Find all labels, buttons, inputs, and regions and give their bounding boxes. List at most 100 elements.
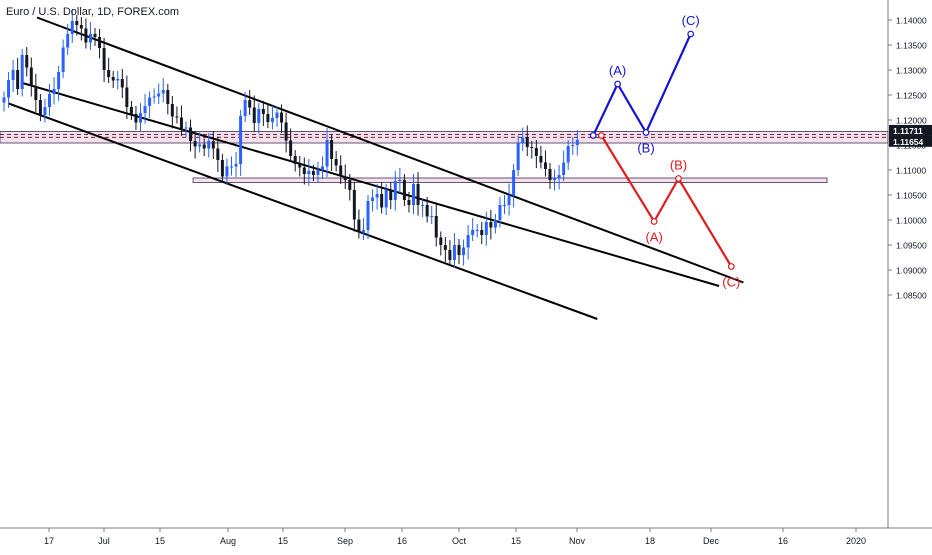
chart-title: Euro / U.S. Dollar, 1D, FOREX.com	[6, 6, 179, 18]
candle-body	[439, 237, 443, 245]
candle-body	[366, 201, 370, 230]
candle-body	[2, 97, 6, 103]
bear-wave-label: (A)	[645, 230, 662, 245]
candle-body	[120, 79, 124, 88]
candle-body	[211, 141, 215, 149]
candle-body	[407, 200, 411, 205]
candle-body	[507, 195, 511, 205]
bear-wave-label: (B)	[670, 158, 687, 173]
bull-point	[642, 129, 650, 136]
candle-body	[34, 86, 38, 100]
candle-body	[38, 100, 42, 115]
bear-path	[600, 134, 733, 268]
candle-body	[534, 148, 538, 156]
x-tick-label: 2020	[846, 536, 866, 546]
candle-body	[11, 70, 15, 80]
y-tick-label: 1.10000	[896, 216, 927, 226]
candle-body	[79, 25, 83, 29]
candle-body	[225, 166, 229, 177]
candle-body	[152, 96, 156, 98]
x-tick-label: Dec	[703, 536, 720, 546]
candle-body	[525, 137, 529, 147]
candle-body	[575, 140, 579, 145]
x-tick-label: Sep	[337, 536, 353, 546]
bull-point	[614, 80, 621, 88]
candle-body	[7, 80, 11, 98]
candle-body	[93, 34, 97, 37]
candle-body	[193, 141, 197, 147]
candle-body	[493, 220, 497, 228]
y-tick-label: 1.11000	[896, 166, 926, 176]
bear-point	[597, 132, 605, 139]
candle-body	[539, 156, 543, 163]
candle-body	[66, 34, 70, 48]
channel-line	[8, 102, 598, 320]
bear-point	[650, 218, 658, 225]
candle-body	[357, 219, 361, 233]
x-tick-label: Oct	[452, 536, 467, 546]
candle-body	[48, 94, 51, 107]
candle-body	[230, 166, 233, 168]
candle-body	[466, 235, 470, 248]
candle-body	[139, 113, 142, 123]
candle-body	[421, 205, 425, 206]
x-tick-label: 15	[155, 536, 165, 546]
candle-body	[480, 230, 484, 235]
y-tick-label: 1.10500	[896, 191, 927, 201]
candle-body	[107, 70, 111, 77]
candle-body	[416, 184, 420, 205]
candle-body	[543, 162, 547, 169]
candle-body	[184, 127, 188, 129]
bull-wave-label: (C)	[682, 13, 700, 28]
candle-body	[448, 250, 452, 260]
candle-body	[75, 21, 79, 25]
candle-body	[348, 180, 352, 190]
price-label: 1.11654	[893, 137, 924, 147]
candle-body	[166, 90, 170, 104]
candle-body	[389, 190, 393, 200]
bull-path	[592, 33, 692, 136]
candle-body	[157, 93, 161, 97]
candle-body	[143, 106, 147, 113]
x-tick-label: Aug	[220, 536, 236, 546]
bull-point	[687, 30, 695, 38]
y-tick-label: 1.14000	[896, 16, 927, 26]
candle-body	[270, 118, 274, 122]
candle-body	[425, 205, 429, 217]
candle-body	[521, 137, 525, 144]
candle-body	[125, 87, 129, 107]
candle-body	[243, 100, 247, 116]
bull-wave-label: (B)	[637, 141, 654, 156]
candle-body	[261, 109, 265, 114]
candle-body	[248, 100, 252, 108]
candle-body	[266, 114, 270, 122]
x-tick-label: 17	[44, 536, 54, 546]
candle-body	[553, 177, 557, 180]
candle-body	[148, 97, 152, 106]
candle-body	[393, 181, 397, 200]
candle-body	[179, 117, 183, 129]
candle-body	[170, 104, 174, 117]
y-tick-label: 1.13000	[896, 66, 927, 76]
candle-body	[457, 245, 461, 255]
channel-line	[20, 81, 720, 287]
candle-body	[239, 116, 243, 164]
y-tick-label: 1.12500	[896, 91, 927, 101]
candle-body	[489, 222, 493, 228]
candle-body	[129, 107, 133, 114]
x-tick-label: 15	[278, 536, 288, 546]
candle-body	[307, 171, 311, 174]
candle-body	[84, 28, 88, 43]
price-label: 1.11711	[893, 126, 923, 136]
candle-body	[16, 70, 20, 89]
y-tick-label: 1.13500	[896, 41, 927, 51]
candle-body	[134, 114, 138, 123]
candle-body	[562, 162, 566, 175]
candle-body	[29, 67, 33, 86]
candle-body	[548, 169, 552, 180]
candle-body	[352, 190, 356, 220]
candle-body	[252, 107, 256, 123]
candle-body	[462, 247, 466, 255]
